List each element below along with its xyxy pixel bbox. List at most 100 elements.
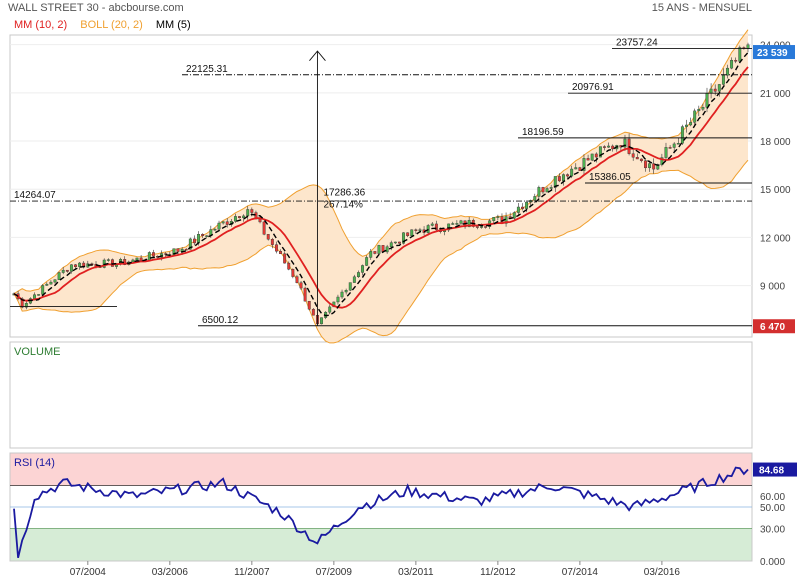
candle-body (553, 176, 557, 188)
candle-body (192, 238, 196, 244)
candle-body (377, 245, 381, 254)
candle-body (274, 244, 278, 252)
candle-body (311, 308, 315, 316)
candle-body (303, 287, 307, 302)
current-price-label: 23 539 (757, 48, 788, 59)
candle-body (398, 241, 401, 244)
candle-body (369, 251, 373, 258)
level-label: 14264.07 (14, 190, 56, 201)
candle-body (188, 238, 192, 250)
candle-body (352, 276, 356, 283)
candle-body (37, 294, 41, 296)
candle-body (151, 252, 155, 257)
candle-body (611, 145, 615, 150)
candle-body (106, 259, 110, 261)
candle-body (717, 84, 721, 92)
price-axis-tick: 21 000 (760, 89, 791, 100)
candle-body (205, 235, 209, 237)
candle-body (340, 291, 344, 298)
candle-body (283, 253, 287, 264)
rsi-line (13, 466, 749, 559)
candle-body (201, 234, 205, 236)
candle-body (373, 251, 377, 254)
chart-title: WALL STREET 30 - abcbourse.com (8, 2, 184, 14)
candle-body (726, 67, 729, 76)
candle-body (516, 206, 520, 213)
candle-body (414, 229, 418, 231)
candle-body (287, 262, 291, 270)
candle-body (393, 241, 397, 244)
x-axis-tick: 11/2007 (234, 567, 270, 578)
candle-body (685, 124, 688, 127)
candle-body (295, 276, 299, 283)
candle-body (238, 216, 241, 219)
candle-body (430, 223, 434, 226)
candle-body (197, 234, 200, 244)
candle-body (582, 158, 586, 171)
candle-body (562, 174, 565, 182)
volume-label: VOLUME (14, 346, 60, 358)
mm5-line (13, 52, 749, 317)
candle-body (225, 221, 229, 225)
candle-body (328, 306, 332, 313)
x-axis-tick: 11/2012 (480, 567, 516, 578)
candle-body (41, 285, 45, 295)
candle-body (385, 246, 389, 253)
price-axis-tick: 12 000 (760, 233, 791, 244)
candle-body (635, 157, 639, 160)
measure-value: 17286.36 (323, 188, 365, 199)
candle-body (598, 146, 602, 158)
rsi-current-label: 84.68 (759, 466, 784, 477)
level-label: 22125.31 (186, 64, 228, 75)
rsi-axis-tick: 60.00 (760, 492, 785, 503)
low-price-tag (753, 319, 795, 334)
candle-body (110, 259, 114, 267)
candle-body (233, 216, 237, 222)
rsi-axis-tick: 0.000 (760, 557, 785, 568)
candle-body (713, 88, 717, 92)
candle-body (652, 163, 656, 170)
candle-body (221, 221, 225, 224)
candle-body (730, 59, 734, 69)
candle-body (33, 294, 36, 299)
candle-body (541, 187, 545, 193)
x-axis-tick: 07/2004 (70, 567, 107, 578)
candle-body (603, 146, 606, 148)
candle-body (406, 232, 410, 237)
x-axis-tick: 07/2009 (316, 567, 353, 578)
rsi-current-tag (753, 462, 797, 477)
candle-body (738, 47, 742, 62)
candle-body (574, 167, 578, 170)
candle-body (418, 229, 422, 231)
rsi-label: RSI (14) (14, 457, 55, 469)
candle-body (65, 269, 69, 272)
candle-body (410, 229, 414, 237)
candle-body (447, 223, 451, 231)
candle-body (184, 248, 188, 251)
candle-body (689, 122, 693, 126)
candle-body (557, 176, 561, 182)
candle-body (74, 264, 77, 267)
bollinger-lower-line (13, 159, 749, 344)
candle-body (746, 44, 750, 49)
candle-body (78, 262, 82, 267)
candle-body (512, 212, 516, 219)
candle-body (590, 153, 594, 161)
candle-body (484, 226, 488, 228)
candle-body (697, 109, 701, 112)
price-panel-frame (9, 34, 753, 338)
candle-body (135, 257, 139, 261)
candle-body (246, 209, 250, 217)
candle-body (734, 59, 738, 62)
candle-body (680, 126, 684, 144)
candle-body (147, 252, 151, 261)
price-axis-tick: 9 000 (760, 282, 785, 293)
candle-body (721, 75, 725, 85)
bollinger-fill (14, 29, 748, 343)
level-label: 15386.05 (589, 172, 631, 183)
candle-body (570, 168, 574, 177)
candle-body (217, 222, 221, 230)
rsi-axis-tick: 30.00 (760, 525, 785, 536)
candle-body (45, 283, 49, 286)
candle-body (213, 228, 217, 231)
